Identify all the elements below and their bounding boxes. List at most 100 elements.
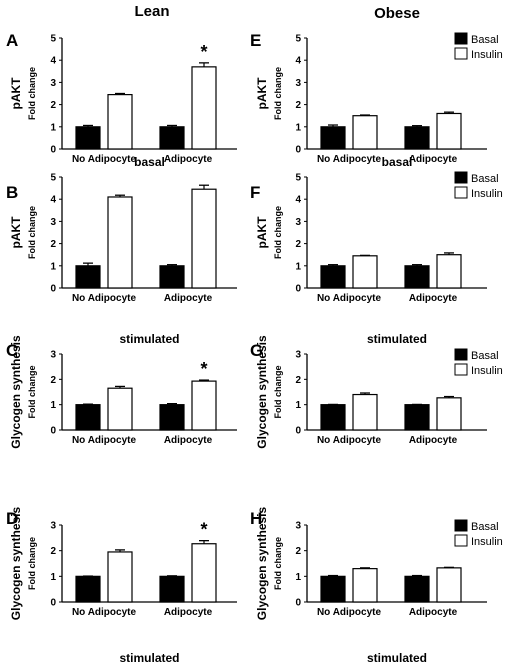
bar-insulin — [191, 543, 217, 603]
panel-title: basal — [382, 155, 413, 169]
y-axis-sublabel: Fold change — [273, 365, 283, 418]
x-category-label: Adipocyte — [164, 293, 213, 304]
y-tick-label: 2 — [50, 100, 56, 111]
bar-insulin — [191, 188, 217, 289]
y-axis-sublabel: Fold change — [27, 206, 37, 259]
bar-insulin — [436, 112, 462, 150]
y-tick-label: 3 — [50, 350, 56, 361]
legend-label-insulin: Insulin — [471, 49, 503, 61]
bar-insulin — [191, 380, 217, 431]
bar-insulin — [107, 551, 133, 603]
bar-insulin — [352, 393, 378, 431]
y-tick-label: 1 — [50, 572, 56, 583]
bar-insulin — [352, 568, 378, 603]
panel-letter: C — [6, 341, 18, 360]
bottom-label: stimulated — [367, 651, 427, 665]
bar-basal — [404, 404, 430, 431]
panel-letter: A — [6, 31, 18, 50]
y-tick-label: 2 — [295, 375, 301, 386]
y-tick-label: 2 — [295, 239, 301, 250]
y-tick-label: 0 — [295, 598, 301, 609]
y-tick-label: 2 — [50, 239, 56, 250]
y-axis-sublabel: Fold change — [273, 206, 283, 259]
y-tick-label: 1 — [50, 261, 56, 272]
legend-swatch-insulin — [454, 47, 468, 60]
legend-swatch-insulin — [454, 534, 468, 547]
legend-swatch-basal — [454, 171, 468, 184]
y-axis-sublabel: Fold change — [27, 67, 37, 120]
bar-basal — [159, 265, 185, 289]
lean-column-title: Lean — [134, 3, 169, 20]
y-tick-label: 4 — [50, 56, 56, 67]
legend-label-insulin: Insulin — [471, 365, 503, 377]
bar-insulin — [352, 255, 378, 289]
bar-basal — [75, 126, 101, 150]
y-axis-sublabel: Fold change — [27, 537, 37, 590]
x-category-label: Adipocyte — [164, 435, 213, 446]
y-tick-label: 4 — [50, 195, 56, 206]
y-tick-label: 1 — [295, 572, 301, 583]
y-tick-label: 1 — [50, 400, 56, 411]
y-axis-sublabel: Fold change — [273, 537, 283, 590]
legend-label-basal: Basal — [471, 173, 499, 185]
x-category-label: Adipocyte — [409, 293, 458, 304]
x-category-label: No Adipocyte — [317, 435, 382, 446]
y-tick-label: 3 — [50, 521, 56, 532]
y-tick-label: 4 — [295, 56, 301, 67]
bar-basal — [159, 126, 185, 150]
bar-basal — [404, 575, 430, 603]
bottom-label: stimulated — [119, 651, 179, 665]
bar-insulin — [191, 66, 217, 150]
significance-star: * — [200, 520, 207, 540]
bar-basal — [404, 126, 430, 150]
y-axis-sublabel: Fold change — [273, 67, 283, 120]
x-category-label: No Adipocyte — [72, 154, 137, 165]
x-category-label: Adipocyte — [409, 607, 458, 618]
y-tick-label: 3 — [295, 78, 301, 89]
y-tick-label: 0 — [50, 598, 56, 609]
panel-letter: H — [250, 509, 262, 528]
legend-swatch-basal — [454, 348, 468, 361]
bar-basal — [159, 575, 185, 603]
y-tick-label: 2 — [50, 375, 56, 386]
y-tick-label: 0 — [295, 145, 301, 156]
y-tick-label: 2 — [295, 546, 301, 557]
bar-basal — [75, 265, 101, 289]
y-axis-label: pAKT — [9, 77, 23, 110]
legend-label-insulin: Insulin — [471, 536, 503, 548]
panel-letter: G — [250, 341, 263, 360]
legend-swatch-basal — [454, 519, 468, 532]
y-axis-label: pAKT — [255, 77, 269, 110]
legend-label-basal: Basal — [471, 350, 499, 362]
x-category-label: No Adipocyte — [317, 607, 382, 618]
y-tick-label: 1 — [50, 122, 56, 133]
bar-insulin — [107, 196, 133, 289]
legend-label-basal: Basal — [471, 34, 499, 46]
legend-swatch-insulin — [454, 363, 468, 376]
panel-title: stimulated — [119, 332, 179, 346]
bar-insulin — [436, 254, 462, 289]
y-axis-label: pAKT — [9, 216, 23, 249]
y-axis-label: Glycogen synthesis — [9, 335, 23, 449]
x-category-label: Adipocyte — [409, 435, 458, 446]
bar-basal — [320, 265, 346, 289]
y-tick-label: 5 — [50, 34, 56, 45]
obese-column-title: Obese — [374, 5, 420, 22]
y-tick-label: 2 — [50, 546, 56, 557]
legend-swatch-insulin — [454, 186, 468, 199]
y-tick-label: 1 — [295, 122, 301, 133]
y-tick-label: 3 — [295, 217, 301, 228]
legend-swatch-basal — [454, 32, 468, 45]
x-category-label: Adipocyte — [164, 154, 213, 165]
bar-insulin — [436, 397, 462, 431]
x-category-label: Adipocyte — [164, 607, 213, 618]
y-axis-label: Glycogen synthesis — [255, 506, 269, 620]
y-tick-label: 5 — [295, 173, 301, 184]
bar-basal — [320, 404, 346, 431]
y-tick-label: 0 — [50, 284, 56, 295]
